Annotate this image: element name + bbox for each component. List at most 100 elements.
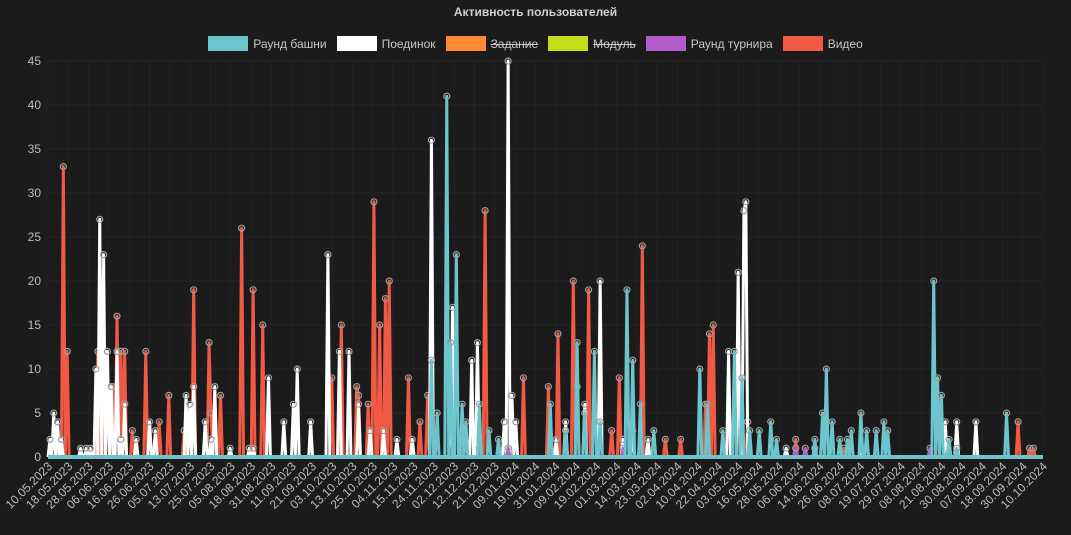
data-point xyxy=(828,418,836,426)
y-tick-label: 45 xyxy=(28,54,42,68)
data-point xyxy=(1002,409,1011,417)
data-point xyxy=(945,435,953,443)
data-point xyxy=(82,444,90,452)
data-point xyxy=(677,435,685,443)
data-point xyxy=(504,57,512,65)
data-point xyxy=(1025,444,1034,452)
legend-item-video[interactable]: Видео xyxy=(782,36,863,51)
data-point xyxy=(324,251,332,259)
data-point xyxy=(644,435,652,443)
data-point xyxy=(216,391,225,399)
legend-item-duel[interactable]: Поединок xyxy=(336,36,436,51)
data-point xyxy=(650,427,658,435)
data-point xyxy=(661,435,669,443)
data-point xyxy=(92,365,100,373)
data-point xyxy=(113,347,121,355)
data-point xyxy=(345,347,353,355)
y-tick-label: 35 xyxy=(28,142,42,156)
data-point xyxy=(186,400,194,408)
legend-swatch xyxy=(336,36,377,51)
data-point xyxy=(53,418,62,426)
data-point xyxy=(703,400,712,408)
data-point xyxy=(151,427,159,435)
data-point xyxy=(307,418,315,426)
legend-swatch xyxy=(445,36,486,51)
data-point xyxy=(46,435,54,443)
data-point xyxy=(937,391,945,399)
data-point xyxy=(569,277,577,285)
data-point xyxy=(354,391,363,399)
data-point xyxy=(847,427,855,435)
data-point xyxy=(562,427,570,435)
data-point xyxy=(596,277,604,285)
data-point xyxy=(836,435,844,443)
data-point xyxy=(416,418,424,426)
data-point xyxy=(636,400,644,408)
data-point xyxy=(562,418,570,426)
data-point xyxy=(818,409,827,417)
data-point xyxy=(546,400,554,408)
y-tick-label: 40 xyxy=(28,98,42,112)
data-point xyxy=(364,400,372,408)
legend-swatch xyxy=(548,36,589,51)
legend-item-task[interactable]: Задание xyxy=(445,36,539,51)
legend-item-module[interactable]: Модуль xyxy=(548,36,636,51)
data-point xyxy=(755,427,763,435)
data-point xyxy=(500,418,508,426)
data-point xyxy=(792,435,800,443)
data-point xyxy=(190,286,198,294)
data-point xyxy=(427,356,436,364)
data-point xyxy=(211,383,219,391)
data-point xyxy=(113,312,121,320)
data-point xyxy=(385,277,393,285)
data-point xyxy=(433,409,441,417)
data-point xyxy=(512,418,520,426)
data-point xyxy=(264,374,273,382)
data-point xyxy=(132,435,140,443)
data-point xyxy=(353,383,361,391)
legend-item-tournament-round[interactable]: Раунд турнира xyxy=(645,36,773,51)
data-point xyxy=(792,444,800,452)
data-point xyxy=(494,435,503,443)
data-point xyxy=(165,391,173,399)
legend-label: Модуль xyxy=(593,36,636,51)
data-point xyxy=(608,427,616,435)
data-point xyxy=(57,435,66,443)
legend-swatch xyxy=(645,36,686,51)
data-point xyxy=(280,418,288,426)
data-point xyxy=(811,435,819,443)
data-point xyxy=(485,427,493,435)
data-point xyxy=(86,444,94,452)
data-point xyxy=(629,356,637,364)
data-point xyxy=(293,365,301,373)
data-point xyxy=(930,277,938,285)
data-point xyxy=(544,383,552,391)
data-point xyxy=(182,391,190,399)
legend-label: Поединок xyxy=(381,36,436,51)
data-point xyxy=(190,383,198,391)
data-point xyxy=(767,418,775,426)
data-point xyxy=(638,242,646,250)
data-point xyxy=(746,427,754,435)
data-point xyxy=(99,251,108,259)
y-tick-label: 30 xyxy=(28,186,42,200)
legend-swatch xyxy=(782,36,823,51)
data-point xyxy=(443,92,451,100)
data-point xyxy=(427,136,436,144)
data-point xyxy=(581,400,589,408)
data-point xyxy=(615,374,623,382)
legend-item-tower-round[interactable]: Раунд башни xyxy=(208,36,327,51)
data-point xyxy=(585,286,593,294)
data-point xyxy=(121,347,129,355)
legend-swatch xyxy=(208,36,249,51)
data-point xyxy=(872,427,880,435)
data-point xyxy=(590,347,598,355)
data-point xyxy=(259,321,267,329)
legend-label: Видео xyxy=(827,36,863,51)
data-point xyxy=(719,427,727,435)
data-point xyxy=(481,207,489,215)
data-point xyxy=(354,400,363,408)
legend-label: Задание xyxy=(490,36,539,51)
data-point xyxy=(96,215,104,223)
data-point xyxy=(381,295,390,303)
